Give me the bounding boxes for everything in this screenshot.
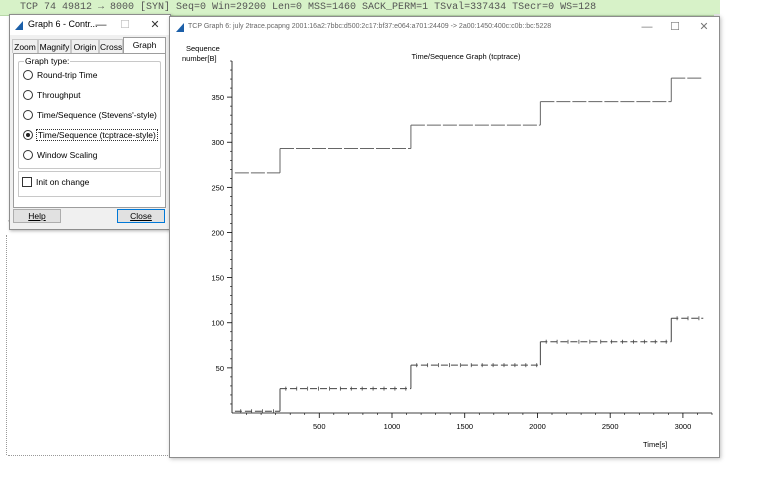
graph-type-group: Graph type: Round-trip Time Throughput T… [18, 56, 161, 169]
tcp-sequence-plot[interactable]: Sequence number[B] Time/Sequence Graph (… [170, 37, 719, 455]
option-time-sequence-stevens[interactable]: Time/Sequence (Stevens'-style) [23, 108, 157, 122]
close-button-label: Close [130, 211, 152, 221]
graph-type-panel: Graph type: Round-trip Time Throughput T… [13, 53, 166, 208]
option-label: Time/Sequence (Stevens'-style) [37, 110, 157, 120]
init-on-change-checkbox[interactable]: Init on change [22, 176, 90, 188]
y-tick-label: 50 [216, 364, 224, 373]
maximize-button[interactable]: ☐ [120, 19, 130, 31]
y-tick-label: 150 [211, 274, 224, 283]
radio-button[interactable] [23, 109, 33, 120]
tab-magnify[interactable]: Magnify [38, 39, 71, 53]
graph-control-dialog: Graph 6 - Contr... — ☐ ✕ Zoom Magnify Or… [9, 14, 171, 230]
option-round-trip-time[interactable]: Round-trip Time [23, 68, 97, 82]
option-label: Throughput [37, 90, 81, 100]
tab-origin[interactable]: Origin [71, 39, 99, 53]
tab-graph-type[interactable]: Graph type [123, 37, 166, 64]
close-window-button[interactable]: ✕ [150, 19, 160, 31]
init-on-change-group: Init on change [18, 171, 161, 197]
radio-button[interactable] [23, 89, 33, 100]
dialog-titlebar[interactable]: Graph 6 - Contr... — ☐ ✕ [10, 15, 170, 35]
checkbox[interactable] [22, 176, 32, 187]
y-tick-label: 100 [211, 319, 224, 328]
series-layer: 500 1000 1500 2000 2500 3000 [234, 77, 704, 431]
x-tick-label: 2000 [529, 422, 546, 431]
option-time-sequence-tcptrace[interactable]: Time/Sequence (tcptrace-style) [23, 128, 158, 142]
close-button[interactable]: Close [117, 209, 165, 223]
y-axis-label-line1: Sequence [186, 44, 220, 53]
y-tick-label: 250 [211, 183, 224, 192]
y-tick-label: 350 [211, 93, 224, 102]
option-throughput[interactable]: Throughput [23, 88, 80, 102]
x-tick-label: 500 [313, 422, 326, 431]
y-axis-label-line2: number[B] [182, 54, 217, 63]
minimize-button[interactable]: — [641, 21, 653, 33]
minimize-button[interactable]: — [95, 19, 107, 31]
tick-layer: 50 100 150 200 250 300 350 [211, 60, 713, 418]
y-tick-label: 200 [211, 228, 224, 237]
radio-button[interactable] [23, 149, 33, 160]
window-title: TCP Graph 6: july 2trace.pcapng 2001:16a… [188, 23, 552, 30]
x-tick-label: 3000 [675, 422, 692, 431]
x-tick-label: 1500 [456, 422, 473, 431]
packet-row[interactable]: TCP 74 49812 → 8000 [SYN] Seq=0 Win=2920… [0, 0, 720, 16]
option-label: Time/Sequence (tcptrace-style) [36, 129, 158, 141]
dialog-title: Graph 6 - Contr... [28, 19, 98, 29]
option-label: Window Scaling [37, 150, 98, 160]
tab-bar: Zoom Magnify Origin Cross Graph type [10, 37, 170, 64]
radio-button-selected[interactable] [23, 129, 33, 140]
chart-title: Time/Sequence Graph (tcptrace) [412, 52, 521, 61]
option-label: Round-trip Time [37, 70, 98, 80]
wireshark-fin-icon [176, 23, 184, 32]
tab-cross[interactable]: Cross [99, 39, 123, 53]
x-tick-label: 2500 [602, 422, 619, 431]
packet-list-border [8, 455, 168, 462]
packet-list-border [6, 235, 11, 455]
help-button-label: Help [28, 211, 46, 221]
close-window-button[interactable]: ✕ [699, 21, 709, 33]
checkbox-label: Init on change [36, 177, 90, 187]
tcp-graph-window: TCP Graph 6: july 2trace.pcapng 2001:16a… [169, 16, 720, 458]
tab-zoom[interactable]: Zoom [12, 39, 38, 53]
help-button[interactable]: Help [13, 209, 61, 223]
maximize-button[interactable]: ☐ [670, 21, 680, 33]
x-tick-label: 1000 [384, 422, 401, 431]
wireshark-fin-icon [15, 21, 23, 30]
y-tick-label: 300 [211, 138, 224, 147]
x-axis-label: Time[s] [643, 440, 667, 449]
window-titlebar[interactable]: TCP Graph 6: july 2trace.pcapng 2001:16a… [170, 17, 719, 37]
group-label: Graph type: [24, 56, 71, 66]
radio-button[interactable] [23, 69, 33, 80]
option-window-scaling[interactable]: Window Scaling [23, 148, 97, 162]
